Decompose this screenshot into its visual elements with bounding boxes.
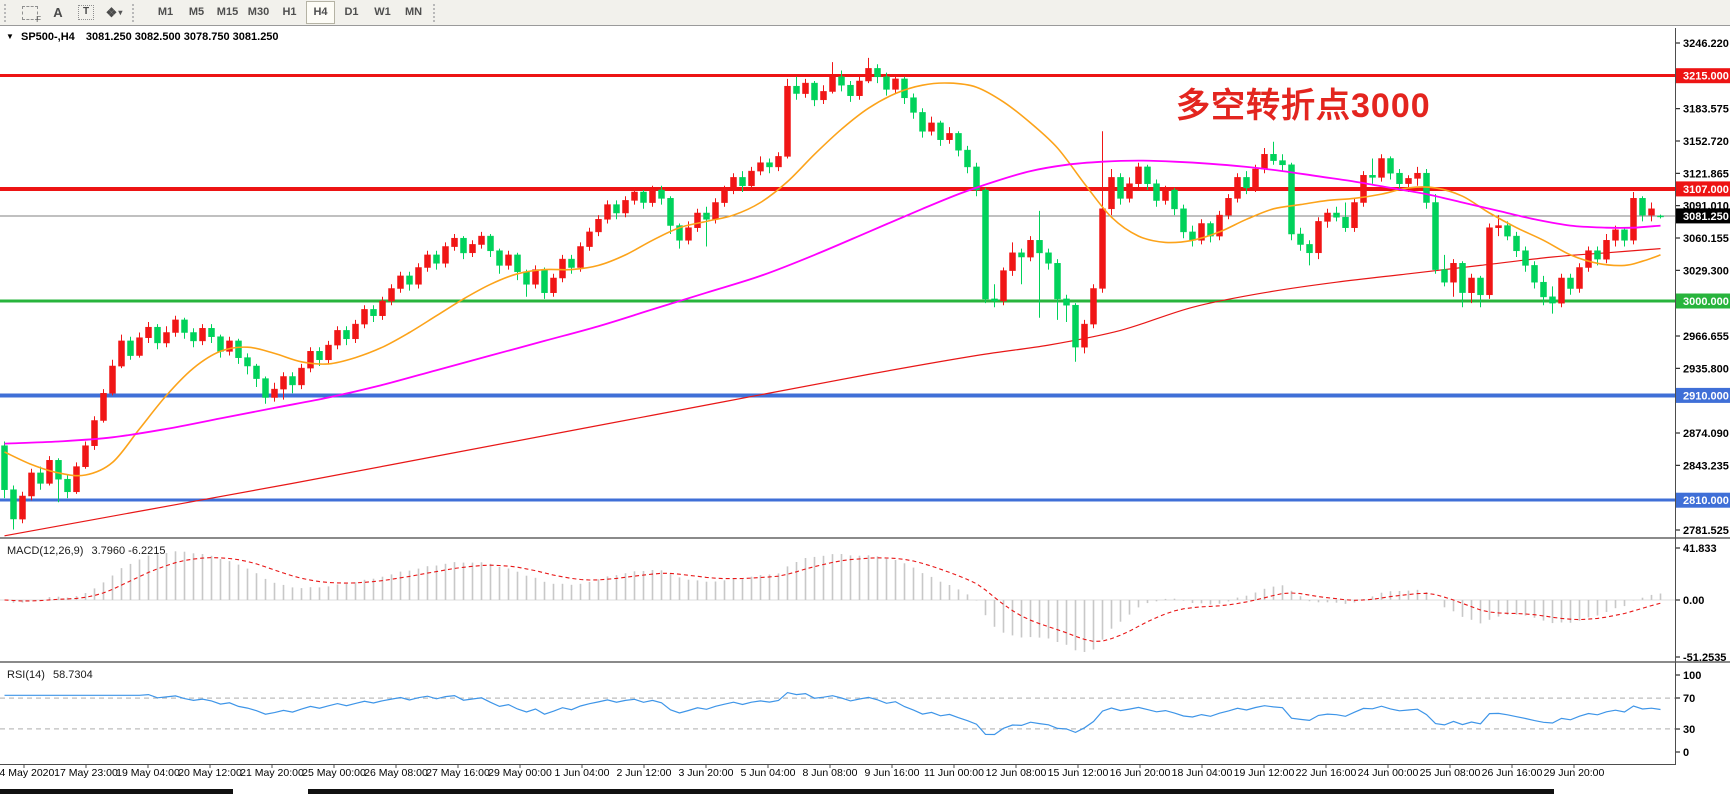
shapes-glyph-icon: ❖ [105,4,118,20]
svg-text:9 Jun 16:00: 9 Jun 16:00 [865,767,920,779]
svg-text:5 Jun 04:00: 5 Jun 04:00 [741,767,796,779]
svg-text:19 May 04:00: 19 May 04:00 [116,767,180,779]
svg-text:3246.220: 3246.220 [1683,38,1729,50]
svg-text:17 May 23:00: 17 May 23:00 [54,767,118,779]
svg-text:3 Jun 20:00: 3 Jun 20:00 [679,767,734,779]
svg-text:19 Jun 12:00: 19 Jun 12:00 [1234,767,1295,779]
chart-annotation-text: 多空转折点3000 [1176,87,1431,125]
text-label-tool-icon[interactable]: A [53,5,63,20]
svg-text:29 May 00:00: 29 May 00:00 [488,767,552,779]
svg-text:3183.575: 3183.575 [1683,104,1729,116]
price-axis[interactable]: 3246.2203183.5753152.7203121.8653091.010… [1675,38,1729,537]
toolbar-grip-2 [132,3,140,22]
frame-icon-label: F [36,14,41,24]
rsi-axis[interactable]: 100 70 30 0 [1675,670,1701,759]
symbol-label: SP500-,H4 [20,31,75,43]
svg-text:29 Jun 20:00: 29 Jun 20:00 [1544,767,1605,779]
t-box-icon: T [78,5,94,20]
svg-text:3121.865: 3121.865 [1683,168,1729,180]
macd-label: MACD(12,26,9) 3.7960 -6.2215 [7,545,166,557]
svg-text:25 Jun 08:00: 25 Jun 08:00 [1420,767,1481,779]
svg-text:2 Jun 12:00: 2 Jun 12:00 [617,767,672,779]
rsi-title: RSI(14) [7,669,45,681]
rsi-line [4,691,1661,736]
bottom-scrollbar-left[interactable] [0,789,233,794]
timeframe-M30[interactable]: M30 [247,6,270,18]
svg-text:3152.720: 3152.720 [1683,136,1729,148]
svg-text:21 May 20:00: 21 May 20:00 [240,767,304,779]
ohlc-values: 3081.250 3082.500 3078.750 3081.250 [85,31,279,43]
shapes-tool-icon[interactable]: ❖ ▾ [102,3,126,23]
svg-text:2910.000: 2910.000 [1683,390,1729,402]
svg-text:22 Jun 16:00: 22 Jun 16:00 [1296,767,1357,779]
price-axis-border[interactable] [1675,28,1676,765]
timeframe-group: M1 M5 M15 M30 H1 H4 D1 W1 MN [150,1,429,24]
svg-text:3060.155: 3060.155 [1683,233,1729,245]
timeframe-M15[interactable]: M15 [216,6,239,18]
svg-text:26 Jun 16:00: 26 Jun 16:00 [1482,767,1543,779]
svg-text:2935.800: 2935.800 [1683,363,1729,375]
text-box-tool-icon[interactable]: T [74,3,98,23]
svg-text:11 Jun 00:00: 11 Jun 00:00 [924,767,984,779]
svg-text:24 Jun 00:00: 24 Jun 00:00 [1358,767,1419,779]
timeframe-MN[interactable]: MN [404,6,423,18]
symbol-ohlc-header[interactable]: ▼ SP500-,H4 3081.250 3082.500 3078.750 3… [6,31,279,43]
toolbar-grip [4,3,12,22]
svg-text:100: 100 [1683,670,1701,682]
macd-histogram [12,551,1662,652]
svg-text:3215.000: 3215.000 [1683,71,1729,83]
timeframe-M5[interactable]: M5 [188,6,205,18]
rsi-value: 58.7304 [52,669,93,681]
price-badges: 3215.000 3107.000 3081.250 3000.000 2910.000… [1676,68,1730,508]
timeframe-H1[interactable]: H1 [282,6,297,18]
rsi-label: RSI(14) 58.7304 [7,669,93,681]
svg-text:25 May 00:00: 25 May 00:00 [302,767,366,779]
macd-values: 3.7960 -6.2215 [91,545,166,557]
timeframe-W1[interactable]: W1 [374,6,391,18]
svg-text:30: 30 [1683,724,1695,736]
svg-text:2966.655: 2966.655 [1683,331,1729,343]
svg-text:14 May 2020: 14 May 2020 [0,767,55,779]
bottom-scrollbar-right[interactable] [308,789,1554,794]
svg-text:18 Jun 04:00: 18 Jun 04:00 [1172,767,1233,779]
frame-icon: F [22,5,41,24]
macd-title: MACD(12,26,9) [7,545,84,557]
panel-separator-rsi[interactable] [0,661,1730,664]
time-axis-border[interactable] [0,764,1676,765]
timeframe-M1[interactable]: M1 [157,6,174,18]
svg-text:3000.000: 3000.000 [1683,296,1729,308]
svg-text:2843.235: 2843.235 [1683,460,1729,472]
collapse-arrow-icon[interactable]: ▼ [6,32,14,41]
candles-layer [1,57,1664,530]
svg-text:27 May 16:00: 27 May 16:00 [426,767,490,779]
dropdown-caret-icon: ▾ [118,8,123,17]
svg-text:41.833: 41.833 [1683,543,1717,555]
toolbar: F A T ❖ ▾ M1 M5 M15 M30 H1 H4 D1 W1 MN [0,0,1730,26]
svg-text:20 May 12:00: 20 May 12:00 [178,767,242,779]
svg-text:2781.525: 2781.525 [1683,525,1729,537]
svg-text:15 Jun 12:00: 15 Jun 12:00 [1048,767,1109,779]
svg-text:8 Jun 08:00: 8 Jun 08:00 [803,767,858,779]
chart-frame-icon[interactable]: F [18,3,42,24]
svg-text:0.00: 0.00 [1683,595,1704,607]
svg-text:3029.300: 3029.300 [1683,265,1729,277]
svg-text:1 Jun 04:00: 1 Jun 04:00 [555,767,610,779]
timeframe-H4[interactable]: H4 [306,1,335,24]
macd-signal-line [4,557,1661,642]
panel-separator-macd[interactable] [0,537,1730,540]
timeframe-D1[interactable]: D1 [344,6,359,18]
svg-text:70: 70 [1683,693,1695,705]
svg-text:2810.000: 2810.000 [1683,495,1729,507]
svg-text:3107.000: 3107.000 [1683,184,1729,196]
svg-text:0: 0 [1683,747,1689,759]
svg-text:3081.250: 3081.250 [1683,211,1729,223]
svg-text:26 May 08:00: 26 May 08:00 [364,767,428,779]
svg-text:16 Jun 20:00: 16 Jun 20:00 [1110,767,1171,779]
svg-text:12 Jun 08:00: 12 Jun 08:00 [986,767,1047,779]
svg-text:2874.090: 2874.090 [1683,428,1729,440]
toolbar-grip-3 [433,3,441,22]
